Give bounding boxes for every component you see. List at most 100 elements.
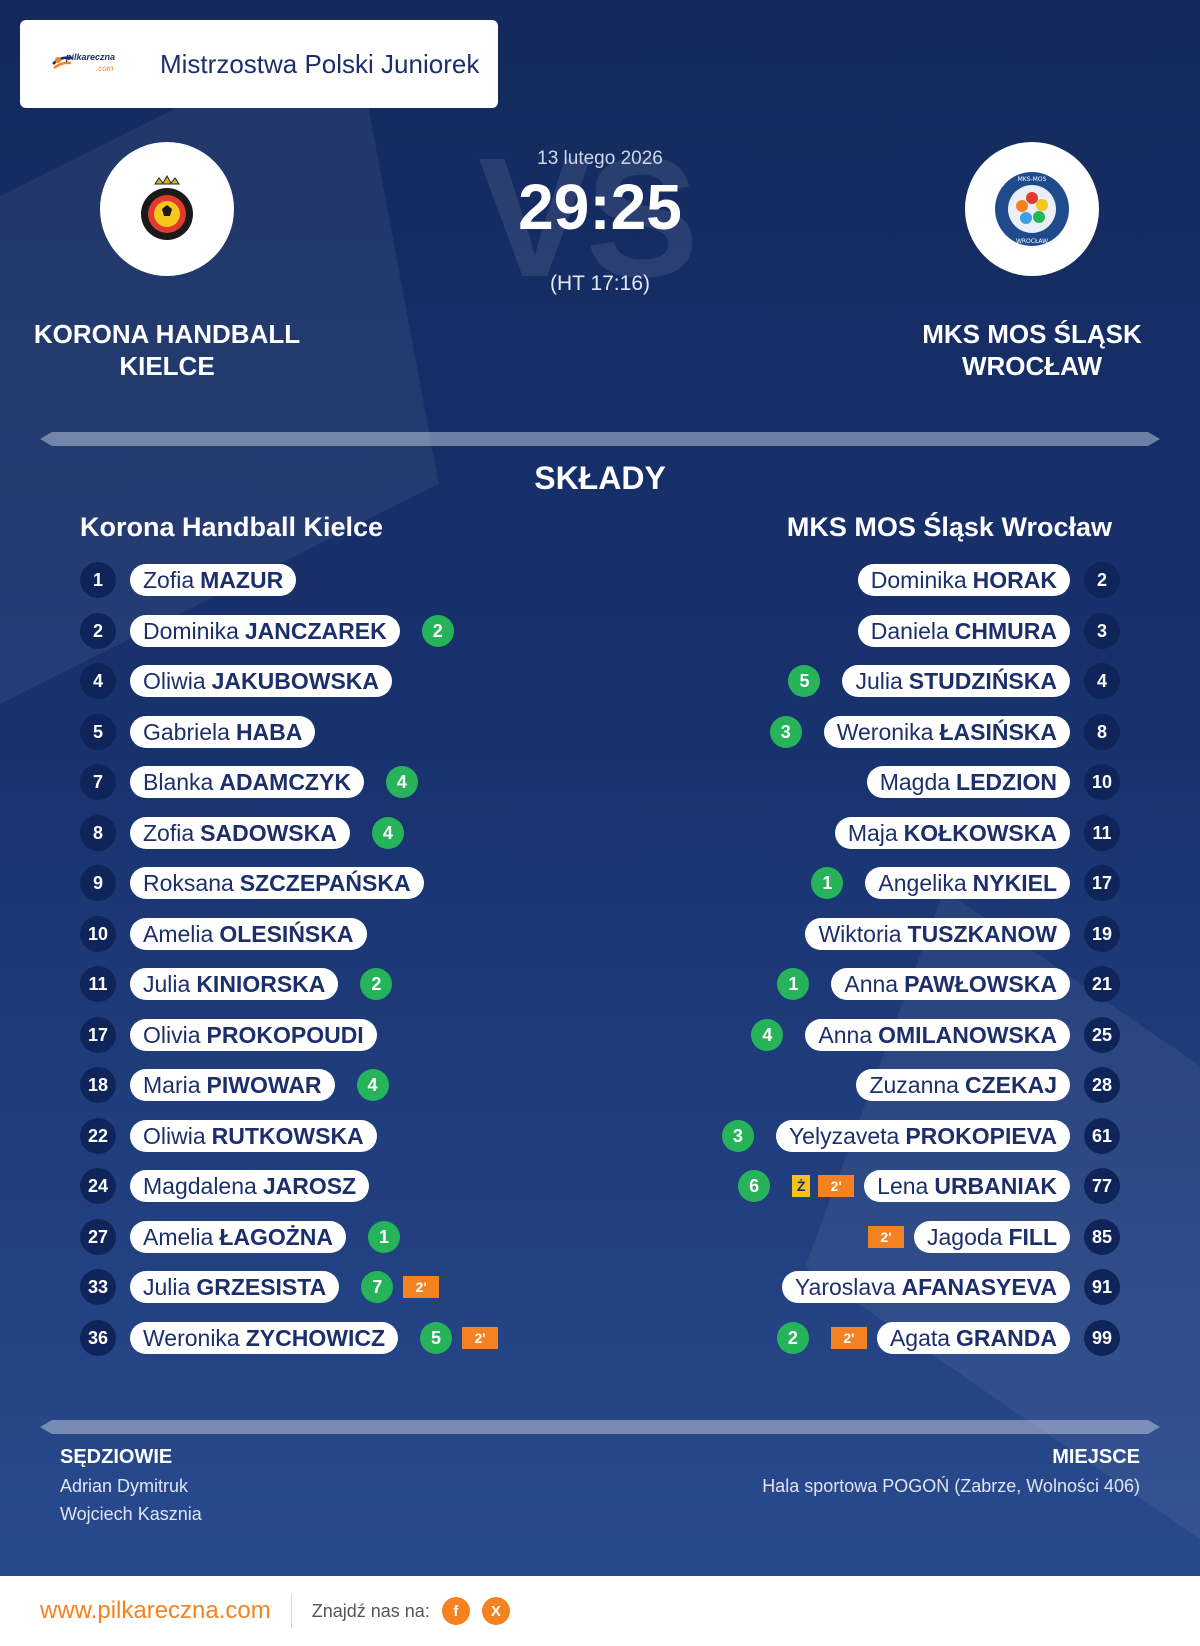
player-row: 99 Agata GRANDA 2' 2 xyxy=(776,1320,1120,1356)
goals-badge: 1 xyxy=(777,968,810,1000)
shirt-number: 1 xyxy=(80,562,116,598)
player-first-name: Weronika xyxy=(143,1324,240,1351)
shirt-number: 7 xyxy=(80,764,116,800)
player-name: Amelia OLESIŃSKA xyxy=(130,918,367,950)
player-first-name: Anna xyxy=(818,1021,873,1048)
player-last-name: KINIORSKA xyxy=(196,970,326,997)
player-last-name: RUTKOWSKA xyxy=(211,1122,364,1149)
player-first-name: Lena xyxy=(877,1172,929,1199)
player-last-name: ŁASIŃSKA xyxy=(939,718,1057,745)
player-last-name: JANCZAREK xyxy=(244,617,387,644)
referee-name: Adrian Dymitruk xyxy=(60,1476,189,1496)
logo-text-suffix: .com xyxy=(96,64,114,73)
player-row: 10 Amelia OLESIŃSKA xyxy=(80,916,367,952)
suspension-badge: 2' xyxy=(462,1327,498,1349)
player-name: Yelyzaveta PROKOPIEVA xyxy=(775,1120,1070,1152)
player-row: 36 Weronika ZYCHOWICZ 5 2' xyxy=(80,1320,498,1356)
goals-badge: 4 xyxy=(371,817,404,849)
player-first-name: Olivia xyxy=(143,1021,201,1048)
suspension-badge: 2' xyxy=(867,1226,904,1248)
player-first-name: Zofia xyxy=(143,819,195,846)
venue-name: Hala sportowa POGOŃ (Zabrze, Wolności 40… xyxy=(762,1476,1140,1496)
goals-badge: 4 xyxy=(356,1069,389,1101)
player-first-name: Maja xyxy=(847,819,898,846)
player-row: 17 Olivia PROKOPOUDI xyxy=(80,1017,377,1053)
player-name: Olivia PROKOPOUDI xyxy=(130,1019,377,1051)
player-name: Oliwia JAKUBOWSKA xyxy=(130,665,393,697)
player-name: Maja KOŁKOWSKA xyxy=(834,817,1070,849)
player-last-name: CHMURA xyxy=(954,617,1057,644)
competition-header: pilkareczna .com Mistrzostwa Polski Juni… xyxy=(20,20,498,108)
korona-crest-icon xyxy=(141,174,193,240)
player-last-name: KOŁKOWSKA xyxy=(903,819,1057,846)
final-score: 29:25 xyxy=(518,171,682,243)
player-name: Zuzanna CZEKAJ xyxy=(856,1069,1070,1101)
player-row: 25 Anna OMILANOWSKA 4 xyxy=(751,1017,1120,1053)
player-name: Lena URBANIAK xyxy=(864,1170,1070,1202)
player-last-name: GRANDA xyxy=(956,1324,1057,1351)
player-row: 8 Zofia SADOWSKA 4 xyxy=(80,815,404,851)
x-icon[interactable]: X xyxy=(481,1597,510,1625)
shirt-number: 77 xyxy=(1084,1168,1120,1204)
home-crest xyxy=(100,142,234,276)
player-row: 22 Oliwia RUTKOWSKA xyxy=(80,1118,377,1154)
shirt-number: 36 xyxy=(80,1320,116,1356)
player-row: 27 Amelia ŁAGOŻNA 1 xyxy=(80,1219,401,1255)
player-name: Yaroslava AFANASYEVA xyxy=(781,1271,1070,1303)
website-link[interactable]: www.pilkareczna.com xyxy=(40,1597,271,1624)
shirt-number: 91 xyxy=(1084,1269,1120,1305)
player-row: 2 Dominika JANCZAREK 2 xyxy=(80,613,454,649)
shirt-number: 22 xyxy=(80,1118,116,1154)
player-row: 1 Zofia MAZUR xyxy=(80,562,297,598)
player-first-name: Jagoda xyxy=(926,1223,1003,1250)
competition-title: Mistrzostwa Polski Juniorek xyxy=(160,48,480,79)
shirt-number: 5 xyxy=(80,714,116,750)
player-row: 19 Wiktoria TUSZKANOW xyxy=(805,916,1120,952)
referees-title: SĘDZIOWIE xyxy=(60,1446,173,1468)
player-last-name: JAKUBOWSKA xyxy=(211,667,380,694)
crest-text-bottom: WROCŁAW xyxy=(1016,238,1048,245)
player-first-name: Weronika xyxy=(836,718,934,745)
player-name: Blanka ADAMCZYK xyxy=(130,766,364,798)
goals-badge: 4 xyxy=(385,766,418,798)
referee-name: Wojciech Kasznia xyxy=(60,1504,202,1524)
player-first-name: Magdalena xyxy=(143,1172,257,1199)
player-row: 85 Jagoda FILL 2' xyxy=(867,1219,1120,1255)
footer-separator xyxy=(290,1594,292,1628)
player-last-name: AFANASYEVA xyxy=(901,1273,1058,1300)
player-name: Angelika NYKIEL xyxy=(865,867,1070,899)
player-name: Magdalena JAROSZ xyxy=(130,1170,370,1202)
player-row: 10 Magda LEDZION xyxy=(866,764,1120,800)
pilkareczna-logo[interactable]: pilkareczna .com xyxy=(52,49,124,79)
player-last-name: ADAMCZYK xyxy=(219,768,351,795)
player-row: 4 Julia STUDZIŃSKA 5 xyxy=(788,663,1120,699)
player-row: 8 Weronika ŁASIŃSKA 3 xyxy=(769,714,1120,750)
shirt-number: 19 xyxy=(1084,916,1120,952)
home-lineup-title: Korona Handball Kielce xyxy=(80,512,384,542)
vs-watermark: VS xyxy=(478,123,699,313)
player-name: Roksana SZCZEPAŃSKA xyxy=(130,867,424,899)
player-row: 3 Daniela CHMURA xyxy=(857,613,1120,649)
player-last-name: SADOWSKA xyxy=(200,819,337,846)
player-first-name: Daniela xyxy=(870,617,949,644)
player-name: Weronika ZYCHOWICZ xyxy=(130,1322,398,1354)
shirt-number: 17 xyxy=(1084,865,1120,901)
section-title: SKŁADY xyxy=(534,460,666,496)
shirt-number: 2 xyxy=(1084,562,1120,598)
player-first-name: Yelyzaveta xyxy=(788,1122,900,1149)
goals-badge: 2 xyxy=(421,615,454,647)
shirt-number: 27 xyxy=(80,1219,116,1255)
shirt-number: 4 xyxy=(1084,663,1120,699)
facebook-icon[interactable]: f xyxy=(441,1597,470,1625)
goals-badge: 2 xyxy=(776,1322,809,1354)
shirt-number: 21 xyxy=(1084,966,1120,1002)
player-row: 18 Maria PIWOWAR 4 xyxy=(80,1067,389,1103)
goals-badge: 4 xyxy=(751,1019,784,1051)
player-last-name: OMILANOWSKA xyxy=(878,1021,1057,1048)
away-team-name-line: MKS MOS ŚLĄSK xyxy=(922,319,1142,349)
player-name: Zofia SADOWSKA xyxy=(130,817,350,849)
find-us-label: Znajdź nas na: xyxy=(311,1600,430,1621)
shirt-number: 8 xyxy=(1084,714,1120,750)
player-first-name: Gabriela xyxy=(143,718,230,745)
player-name: Anna PAWŁOWSKA xyxy=(831,968,1070,1000)
